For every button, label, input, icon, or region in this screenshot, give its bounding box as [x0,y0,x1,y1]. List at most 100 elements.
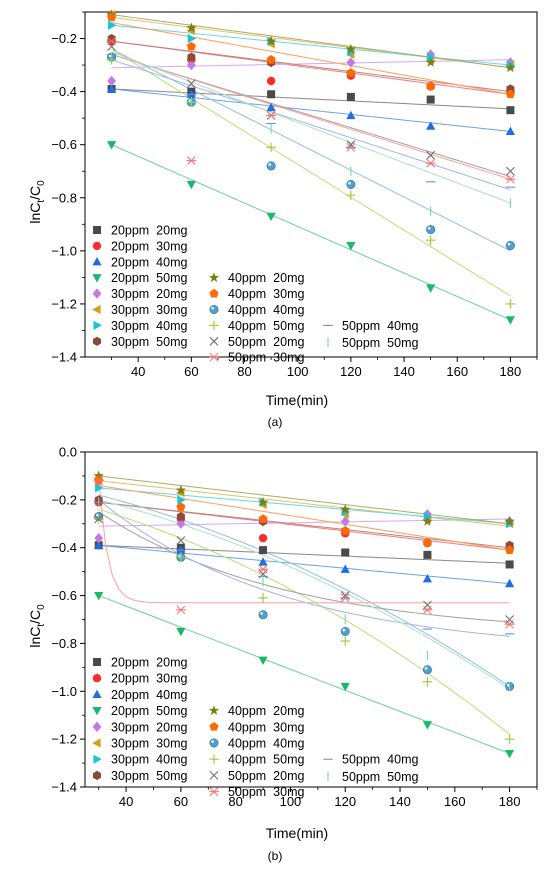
data-point [505,316,516,325]
legend-marker [93,754,102,764]
data-point [94,514,104,524]
y-tick-label: −0.4 [51,84,77,99]
legend-label: 30ppm 20mg [111,720,187,734]
data-point [423,550,432,559]
legend-label: 20ppm 50mg [111,271,187,285]
data-point [425,57,436,67]
data-point [186,22,197,33]
fit-line-8 [111,40,511,93]
x-tick-label: 180 [499,794,521,809]
x-tick-label: 80 [228,794,242,809]
data-point [426,95,435,104]
data-point [346,190,356,200]
data-point [505,578,515,588]
data-points [106,9,516,325]
legend-item-4: 20ppm 50mg [92,704,187,718]
data-point [506,106,515,115]
y-tick-label: −0.6 [51,137,77,152]
y-tick-label: −1.4 [51,780,77,795]
data-point [341,548,350,557]
data-point [258,564,269,574]
x-tick-label: 180 [500,364,522,379]
legend-label: 50ppm 20mg [228,769,304,783]
fit-line-12 [111,48,511,297]
data-point [340,564,350,573]
legend-item-8: 30ppm 50mg [93,335,187,349]
series-3 [94,540,515,588]
x-tick-label: 100 [280,794,302,809]
legend-item-11: 40ppm 40mg [209,737,304,751]
x-axis: 40 60 80 100 120 140 160 180 [111,357,538,379]
legend-label: 40ppm 30mg [228,287,304,301]
legend-item-1: 20ppm 20mg [93,656,187,670]
data-point [107,12,117,22]
legend-marker [209,352,219,362]
legend-item-10: 40ppm 30mg [209,720,304,734]
series-15 [106,53,516,188]
legend-label: 20ppm 40mg [111,255,187,269]
legend-item-15: 50ppm 40mg [323,753,418,767]
data-point [258,593,268,603]
data-point [175,484,187,495]
x-tick-label: 120 [334,794,356,809]
legend-item-6: 30ppm 30mg [92,737,187,751]
data-point [340,682,350,692]
legend-item-5: 30ppm 20mg [92,720,187,734]
legend-label: 20ppm 50mg [111,704,187,718]
legend-marker [92,721,102,732]
y-axis-label-a: lnCt/C0 [27,180,47,224]
data-point [504,515,515,526]
y-tick-label: −1.4 [51,350,77,365]
fit-line-15 [111,59,511,191]
data-point [94,540,104,549]
y-tick-label: −0.8 [51,636,77,651]
legend-marker [209,320,219,331]
data-point [427,52,436,62]
svg-text:lnCt/C0: lnCt/C0 [27,604,47,648]
legend-item-14: 50ppm 30mg [209,785,304,799]
data-point [266,142,276,153]
data-point [346,180,356,190]
series-13 [107,42,515,176]
legend-marker [92,241,102,251]
data-point [107,20,117,30]
data-point [340,526,350,535]
data-point [176,627,186,637]
fit-line-6 [98,480,510,527]
legend-marker [92,288,102,299]
data-point [94,591,104,601]
data-point [258,610,268,620]
fit-lines [98,475,510,754]
fit-line-1 [98,544,510,564]
data-point [422,574,433,583]
y-tick-label: 0.0 [59,445,77,460]
data-point [346,241,356,251]
data-point [505,89,515,99]
y-axis: −1.4 −1.2 −1.0 −0.8 −0.6 −0.4 −0.2 0.0 [51,445,85,795]
data-point [505,560,514,569]
data-point [346,57,356,68]
data-point [422,676,433,687]
legend-item-3: 20ppm 40mg [92,255,187,269]
legend-item-15: 50ppm 40mg [323,319,418,333]
data-point [266,54,276,64]
data-point [176,518,186,529]
fit-line-11 [111,48,511,252]
fit-line-1 [111,88,511,110]
legend-marker [209,722,219,731]
legend-marker [93,320,102,330]
legend-label: 50ppm 20mg [228,335,304,349]
legend-label: 30ppm 40mg [111,319,187,333]
legend-label: 50ppm 30mg [228,351,304,365]
data-point [176,545,186,554]
legend-label: 50ppm 50mg [342,336,418,350]
legend-marker [92,304,101,315]
data-point [266,111,277,120]
legend-label: 50ppm 30mg [228,785,304,799]
series-16 [98,497,511,692]
legend-marker [92,257,102,266]
legend-marker [209,304,219,314]
data-point [187,52,196,62]
